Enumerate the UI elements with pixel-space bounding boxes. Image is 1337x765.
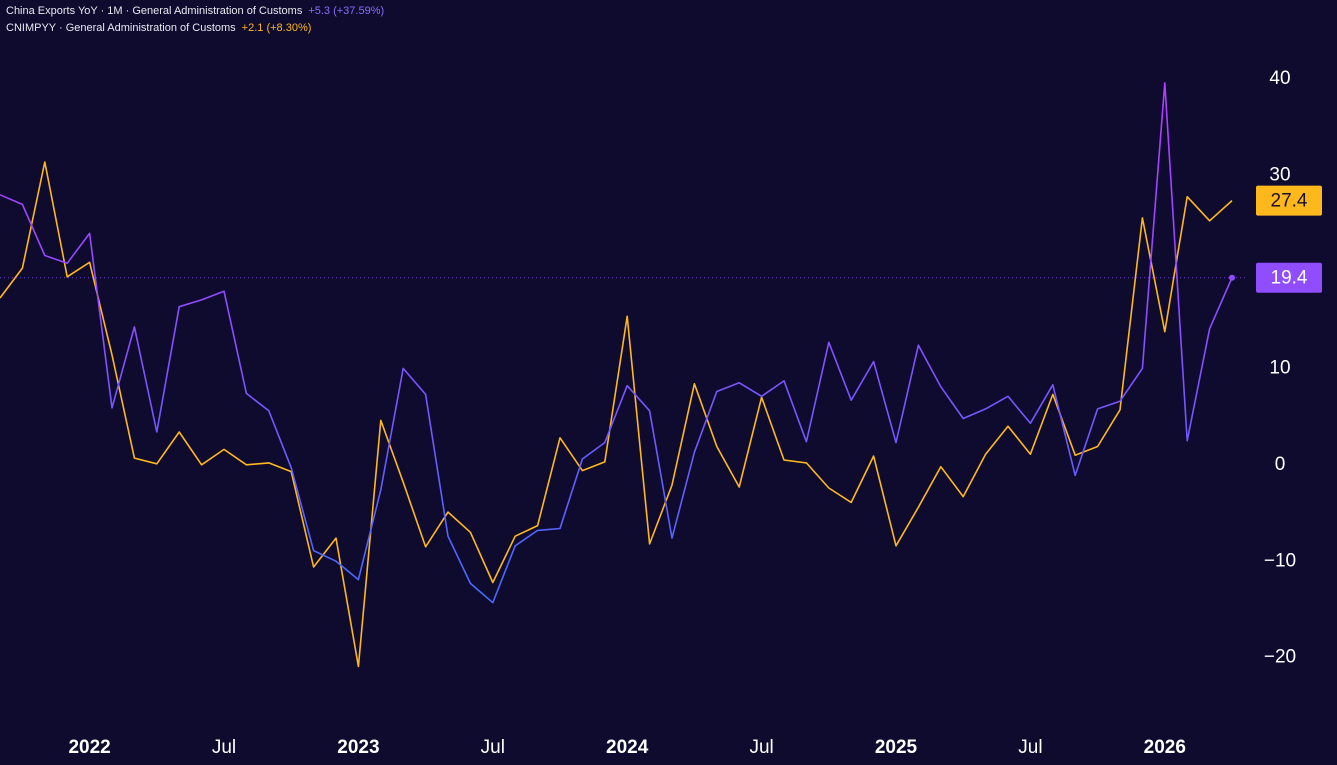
y-tick-label: 30 bbox=[1269, 165, 1290, 186]
series-line bbox=[0, 82, 1233, 604]
y-tick-label: 0 bbox=[1275, 454, 1286, 475]
y-tick-label: −20 bbox=[1264, 647, 1296, 668]
last-value-label: 27.4 bbox=[1271, 191, 1308, 212]
series-line bbox=[0, 161, 1233, 668]
legend-change: +5.3 (+37.59%) bbox=[308, 5, 384, 17]
x-tick-label: 2026 bbox=[1144, 737, 1186, 758]
legend-change: +2.1 (+8.30%) bbox=[242, 22, 312, 34]
legend-name: China Exports YoY · 1M · General Adminis… bbox=[6, 5, 303, 17]
y-tick-label: 40 bbox=[1269, 68, 1290, 89]
x-tick-label: Jul bbox=[749, 737, 773, 758]
x-tick-label: 2023 bbox=[337, 737, 379, 758]
last-value-box bbox=[1256, 185, 1322, 216]
y-tick-label: −10 bbox=[1264, 550, 1296, 571]
x-tick-label: 2025 bbox=[875, 737, 918, 758]
legend-entry: China Exports YoY · 1M · General Adminis… bbox=[6, 5, 384, 17]
y-tick-label: 10 bbox=[1269, 357, 1290, 378]
last-value-box bbox=[1256, 262, 1322, 293]
x-tick-label: Jul bbox=[1018, 737, 1042, 758]
legend-entry: CNIMPYY · General Administration of Cust… bbox=[6, 22, 311, 34]
last-point bbox=[1229, 274, 1235, 281]
last-value-label: 19.4 bbox=[1271, 268, 1308, 289]
legend-name: CNIMPYY · General Administration of Cust… bbox=[6, 22, 236, 34]
x-tick-label: 2022 bbox=[68, 737, 110, 758]
x-tick-label: Jul bbox=[212, 737, 236, 758]
x-tick-label: 2024 bbox=[606, 737, 649, 758]
x-tick-label: Jul bbox=[481, 737, 505, 758]
